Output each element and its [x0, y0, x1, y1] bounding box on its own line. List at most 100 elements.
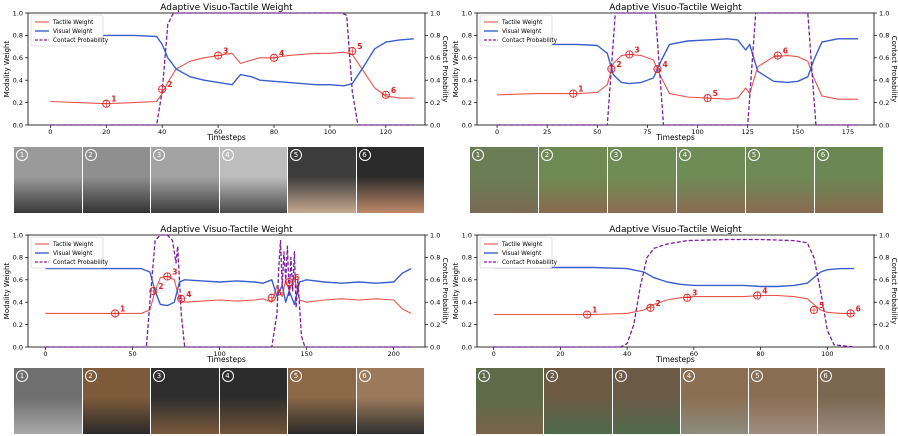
legend-entry: Tactile Weight: [52, 242, 94, 248]
frame-number-badge: 4: [679, 149, 691, 161]
y-tick-label-left: 0.4: [13, 77, 23, 85]
series-line-contact-probability: [45, 234, 412, 348]
photo-frame: 2: [539, 147, 608, 213]
y-axis-label-left: Modality Weight: [452, 41, 460, 98]
photo-frame: 3: [151, 368, 220, 434]
x-tick-label: 20: [556, 350, 564, 358]
y-tick-label-left: 0.2: [13, 99, 23, 107]
chart-title: Adaptive Visuo-Tactile Weight: [609, 3, 742, 13]
annotation-label: 1: [592, 306, 597, 315]
photo-frame: 2: [82, 147, 151, 213]
frame-number-badge: 1: [478, 370, 490, 382]
legend: Tactile Weight Visual Weight Contact Proba…: [30, 236, 109, 269]
legend-entry: Contact Probability: [502, 260, 558, 266]
annotation-label: 6: [294, 273, 299, 282]
annotation-label: 5: [357, 42, 362, 51]
x-axis-label: Timesteps: [206, 133, 246, 142]
x-tick-label: 50: [128, 350, 136, 358]
annotation-label: 3: [223, 47, 228, 56]
y-tick-label-left: 0.0: [462, 121, 472, 129]
frame-number-badge: 6: [358, 149, 371, 161]
y-tick-label-left: 0.8: [13, 32, 23, 40]
series-line-visual-weight: [497, 38, 858, 85]
frame-number-badge: 3: [610, 149, 622, 161]
y-tick-label-left: 0.8: [462, 32, 472, 40]
frame-number-badge: 2: [546, 370, 559, 382]
x-tick-label: 25: [543, 128, 551, 136]
series-group: [50, 12, 414, 126]
annotation-label: 3: [172, 267, 177, 276]
annotation-label: 2: [655, 299, 660, 308]
legend: Tactile Weight Visual Weight Contact Proba…: [479, 14, 558, 47]
y-tick-label-right: 0.8: [430, 254, 440, 262]
y-tick-label-right: 0.4: [879, 299, 889, 307]
annotation-label: 1: [578, 85, 583, 94]
series-line-tactile-weight: [493, 294, 854, 316]
photo-frame: 1: [476, 368, 545, 434]
y-tick-label-right: 0.0: [430, 343, 440, 351]
y-tick-label-right: 0.8: [879, 32, 889, 40]
chart-panel-bottom-right: Adaptive Visuo-Tactile Weight 0 20 40 60 80 10…: [449, 222, 898, 368]
x-tick-label: 40: [158, 128, 166, 136]
y-tick-label-left: 0.6: [462, 54, 472, 62]
chart-title: Adaptive Visuo-Tactile Weight: [160, 225, 293, 235]
annotation-label: 5: [277, 289, 282, 298]
legend-box: [479, 236, 553, 269]
legend: Tactile Weight Visual Weight Contact Proba…: [479, 236, 558, 269]
plot-frame: [27, 234, 426, 348]
y-axis-label-right: Contact Probability: [441, 258, 449, 324]
legend-entry: Visual Weight: [502, 29, 542, 35]
frame-number-badge: 5: [751, 370, 764, 382]
annotation-label: 5: [713, 89, 718, 98]
x-axis-label: Timesteps: [655, 355, 695, 364]
photo-frame: 1: [14, 368, 83, 434]
y-tick-label-right: 1.0: [430, 9, 440, 17]
y-tick-label-right: 0.8: [879, 254, 889, 262]
photo-frame: 1: [14, 147, 83, 213]
annotation-label: 3: [634, 45, 639, 54]
legend-entry: Visual Weight: [53, 251, 93, 257]
legend-entry: Contact Probability: [53, 260, 109, 266]
annotation-label: 4: [186, 290, 191, 299]
y-tick-label-left: 0.4: [462, 299, 472, 307]
photo-frame: 4: [219, 147, 288, 213]
photo-frame: 6: [815, 147, 884, 213]
x-tick-label: 150: [300, 350, 312, 358]
y-tick-label-right: 0.4: [879, 77, 889, 85]
y-tick-label-right: 0.0: [879, 121, 889, 129]
annotation-label: 1: [111, 95, 116, 104]
series-line-visual-weight: [50, 34, 414, 87]
annotation-marker: [683, 293, 692, 302]
frame-number-badge: 2: [84, 370, 97, 382]
y-tick-label-left: 0.6: [462, 276, 472, 284]
annotation-label: 6: [856, 304, 861, 313]
photo-frame: 3: [608, 147, 677, 213]
frame-number-badge: 5: [290, 149, 302, 161]
x-tick-label: 75: [643, 128, 651, 136]
photo-frame: 3: [151, 147, 220, 213]
x-tick-label: 50: [593, 128, 601, 136]
frame-number-badge: 5: [748, 149, 760, 161]
y-tick-label-right: 0.4: [430, 77, 440, 85]
frame-number-badge: 4: [682, 370, 695, 382]
photo-frame: 4: [680, 368, 750, 434]
y-tick-label-right: 0.6: [430, 54, 440, 62]
annotation-label: 4: [279, 49, 284, 58]
series-line-contact-probability: [493, 238, 855, 348]
y-tick-label-left: 1.0: [13, 9, 23, 17]
x-axis-label: Timesteps: [655, 133, 695, 142]
x-tick-label: 0: [492, 350, 496, 358]
photo-frame: 3: [612, 368, 681, 434]
y-tick-label-left: 1.0: [13, 231, 23, 239]
photo-frame: 5: [288, 147, 357, 213]
y-tick-label-right: 0.0: [430, 121, 440, 129]
x-tick-label: 120: [380, 128, 392, 136]
frame-number-badge: 1: [472, 149, 484, 161]
y-tick-label-left: 0.0: [462, 343, 472, 351]
y-axis-label-left: Modality Weight: [3, 263, 11, 320]
x-tick-label: 125: [741, 128, 753, 136]
y-axis-label-left: Modality Weight: [452, 263, 460, 320]
chart-panel-top-right: Adaptive Visuo-Tactile Weight 0 25 50 75 100 1…: [449, 0, 898, 146]
